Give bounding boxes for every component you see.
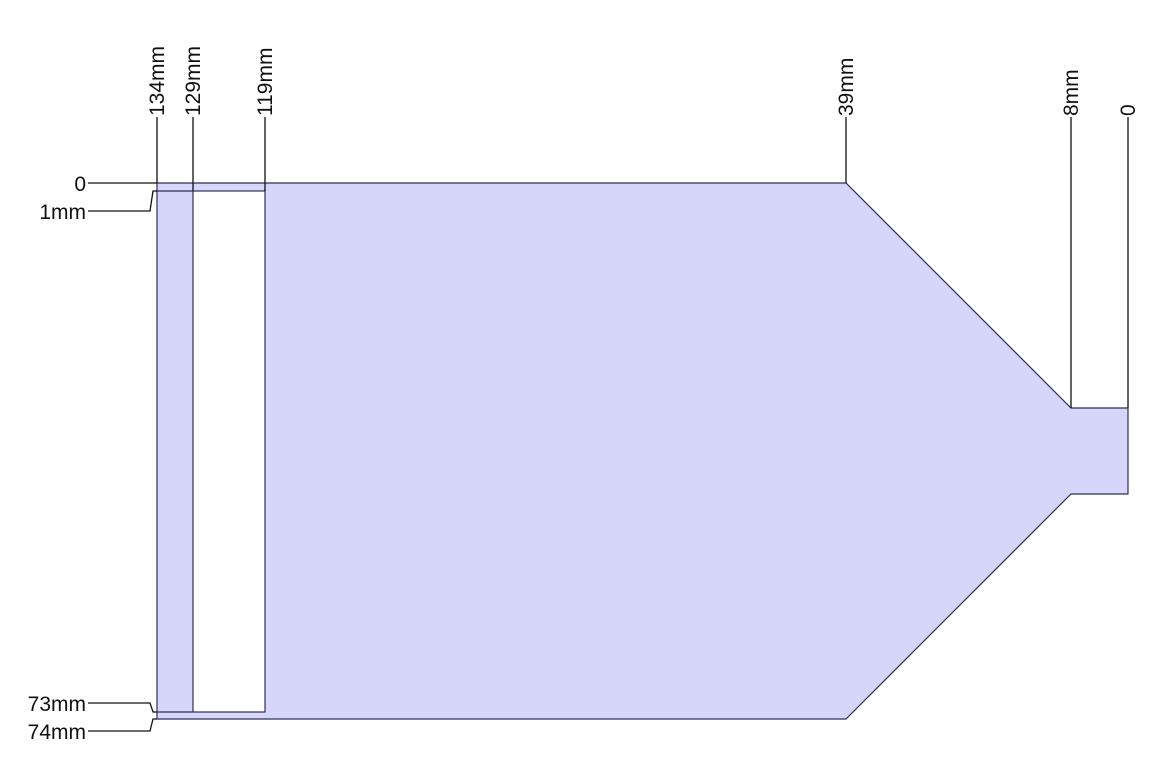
profile-cutout bbox=[192, 190, 266, 713]
leader-74mm bbox=[88, 718, 157, 732]
dim-label-119mm: 119mm bbox=[254, 48, 277, 116]
dim-label-134mm: 134mm bbox=[146, 46, 169, 116]
dim-label-1mm: 1mm bbox=[39, 201, 86, 224]
profile-body bbox=[156, 182, 1129, 720]
leader-73mm bbox=[88, 702, 157, 713]
dim-label-0-left: 0 bbox=[74, 173, 86, 196]
dim-label-8mm: 8mm bbox=[1060, 69, 1083, 116]
dim-label-129mm: 129mm bbox=[182, 46, 205, 116]
dim-label-73mm: 73mm bbox=[28, 693, 86, 716]
leader-1mm bbox=[88, 190, 157, 212]
dim-label-0-top: 0 bbox=[1117, 104, 1140, 116]
dim-label-74mm: 74mm bbox=[28, 721, 86, 744]
dim-label-39mm: 39mm bbox=[835, 58, 858, 116]
